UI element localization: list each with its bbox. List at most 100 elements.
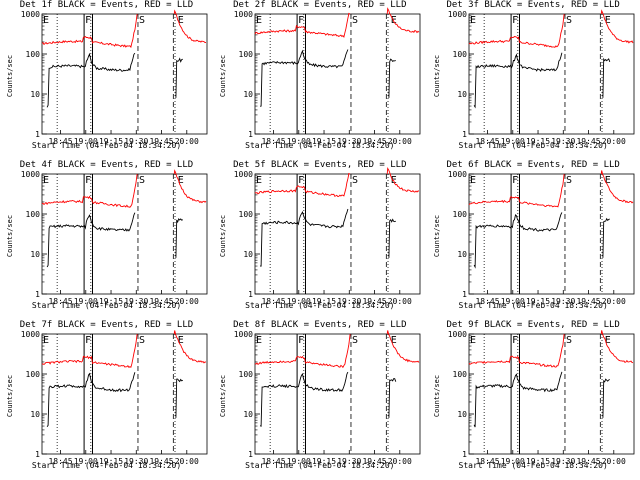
x-tick-label: 19:30	[124, 137, 148, 146]
series-line-events	[260, 49, 349, 107]
y-tick-label: 1000	[21, 170, 40, 179]
marker-label: E	[256, 175, 262, 186]
y-tick-label: 1	[462, 450, 467, 459]
x-tick-label: 19:15	[526, 137, 550, 146]
detector-panel: Det 9f BLACK = Events, RED = LLD Start Ti…	[427, 320, 640, 480]
marker-label: F	[512, 335, 518, 346]
series-line-events	[473, 212, 562, 269]
plot-area: 1 10 100 1000 18:45 19:00 19:15 19:30 19:45 20:00…	[21, 169, 208, 306]
plot-area: 1 10 100 1000 18:45 19:00 19:15 19:30 19:45 20:00…	[447, 170, 635, 306]
x-tick-label: 19:15	[312, 137, 336, 146]
y-tick-label: 100	[26, 210, 41, 219]
x-tick-label: 19:15	[99, 137, 123, 146]
x-tick-label: 19:45	[149, 137, 173, 146]
y-tick-label: 10	[30, 90, 40, 99]
y-tick-label: 100	[239, 210, 254, 219]
detector-panel: Det 7f BLACK = Events, RED = LLD Start Ti…	[0, 320, 213, 480]
plot-frame	[468, 173, 635, 295]
chart-title: Det 3f BLACK = Events, RED = LLD	[446, 0, 620, 10]
series-line-lld	[387, 330, 420, 363]
marker-label: E	[43, 335, 49, 346]
y-tick-label: 1000	[447, 10, 466, 19]
detector-panel: Det 6f BLACK = Events, RED = LLD Start Ti…	[427, 160, 640, 320]
marker-label: F	[512, 175, 518, 186]
series-line-lld	[173, 169, 207, 204]
x-tick-label: 19:30	[338, 457, 362, 466]
marker-label: S	[566, 175, 572, 186]
marker-label: E	[43, 175, 49, 186]
x-tick-label: 19:15	[312, 457, 336, 466]
marker-label: E	[604, 335, 610, 346]
marker-label: E	[256, 335, 262, 346]
series-line-lld	[600, 330, 633, 364]
x-tick-label: 18:45	[475, 137, 499, 146]
y-tick-label: 1	[462, 130, 467, 139]
marker-label: S	[352, 175, 358, 186]
y-tick-label: 1	[35, 130, 40, 139]
x-tick-label: 19:00	[287, 297, 311, 306]
plot-frame	[254, 333, 421, 455]
series-line-lld	[387, 166, 420, 193]
plot-frame	[468, 333, 635, 455]
chart-title: Det 7f BLACK = Events, RED = LLD	[19, 320, 194, 330]
series-line-events	[175, 378, 183, 418]
x-axis-label: Start Time (04-Feb-04 18:34:20)	[458, 141, 608, 150]
series-line-events	[602, 378, 610, 418]
plot-frame	[254, 173, 421, 295]
y-tick-label: 1000	[447, 330, 466, 339]
x-tick-label: 19:45	[363, 297, 387, 306]
marker-label: S	[352, 335, 358, 346]
series-line-events	[388, 58, 397, 98]
series-line-lld	[255, 172, 351, 197]
marker-label: S	[566, 335, 572, 346]
y-tick-label: 1000	[234, 10, 253, 19]
x-tick-label: 20:00	[175, 297, 199, 306]
x-tick-label: 20:00	[175, 457, 199, 466]
y-tick-label: 10	[457, 90, 467, 99]
y-tick-label: 100	[239, 50, 254, 59]
plot-area: 1 10 100 1000 18:45 19:00 19:15 19:30 19:45 20:00…	[234, 330, 421, 466]
chart-title: Det 5f BLACK = Events, RED = LLD	[233, 160, 407, 170]
x-tick-label: 19:00	[500, 457, 524, 466]
marker-label: E	[470, 175, 476, 186]
series-line-lld	[600, 9, 634, 44]
plot-area: 1 10 100 1000 18:45 19:00 19:15 19:30 19:45 20:00…	[21, 330, 208, 466]
series-line-events	[473, 371, 562, 428]
series-line-lld	[173, 330, 207, 364]
chart-title: Det 8f BLACK = Events, RED = LLD	[233, 320, 407, 330]
x-axis-label: Start Time (04-Feb-04 18:34:20)	[458, 301, 608, 310]
series-line-lld	[173, 9, 207, 43]
series-line-lld	[468, 173, 565, 208]
x-tick-label: 19:30	[551, 297, 575, 306]
marker-label: F	[298, 335, 304, 346]
series-line-lld	[468, 333, 565, 368]
series-line-events	[175, 57, 183, 98]
detector-panel: Det 3f BLACK = Events, RED = LLD Start Ti…	[427, 0, 640, 160]
marker-label: E	[43, 15, 49, 26]
series-line-events	[46, 212, 136, 268]
plot-area: 1 10 100 1000 18:45 19:00 19:15 19:30 19:45 20:00…	[234, 166, 421, 306]
x-tick-label: 19:45	[363, 457, 387, 466]
marker-label: E	[604, 15, 610, 26]
chart-title: Det 6f BLACK = Events, RED = LLD	[446, 160, 620, 170]
x-tick-label: 20:00	[601, 137, 625, 146]
series-line-events	[602, 57, 610, 98]
y-tick-label: 10	[30, 410, 40, 419]
y-tick-label: 100	[452, 370, 467, 379]
x-tick-label: 19:30	[124, 297, 148, 306]
x-tick-label: 19:30	[338, 297, 362, 306]
marker-label: F	[298, 15, 304, 26]
x-tick-label: 19:30	[338, 137, 362, 146]
series-line-lld	[387, 7, 420, 34]
x-tick-label: 20:00	[175, 137, 199, 146]
series-line-lld	[255, 333, 351, 369]
x-tick-label: 19:15	[526, 297, 550, 306]
x-axis-label: Start Time (04-Feb-04 18:34:20)	[31, 301, 182, 310]
x-axis-label: Start Time (04-Feb-04 18:34:20)	[245, 301, 395, 310]
series-line-events	[46, 52, 136, 108]
x-axis-label: Start Time (04-Feb-04 18:34:20)	[245, 141, 395, 150]
marker-label: E	[178, 335, 184, 346]
y-tick-label: 10	[457, 410, 467, 419]
y-tick-label: 100	[239, 370, 254, 379]
detector-panel: Det 2f BLACK = Events, RED = LLD Start Ti…	[213, 0, 426, 160]
